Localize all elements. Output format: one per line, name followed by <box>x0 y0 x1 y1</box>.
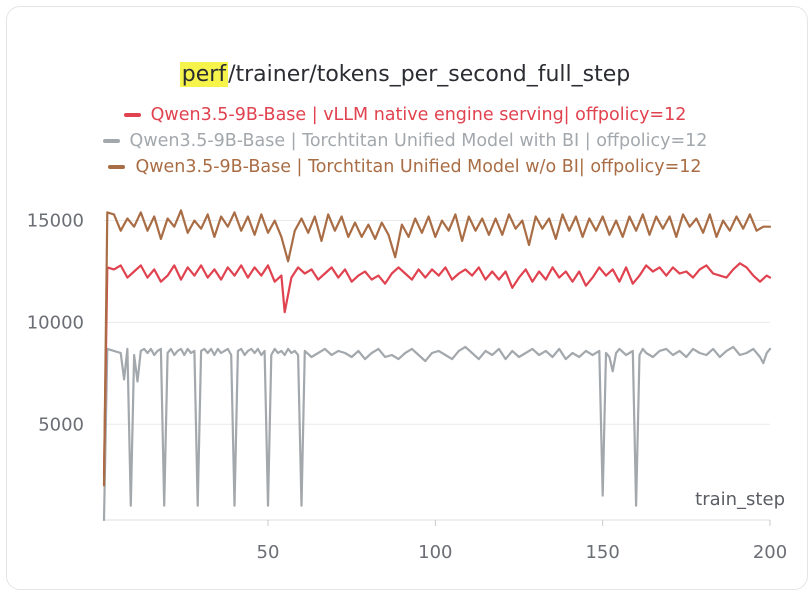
series-line-torchtitan-with-bi[interactable] <box>102 345 772 522</box>
x-tick-label: 150 <box>585 542 619 563</box>
y-tick-label: 10000 <box>27 312 84 333</box>
chart-legend: Qwen3.5-9B-Base | vLLM native engine ser… <box>0 102 810 180</box>
x-tick-label: 50 <box>257 542 280 563</box>
x-axis-title: train_step <box>695 489 785 510</box>
legend-swatch-vllm <box>123 113 141 117</box>
x-tick-label: 100 <box>418 542 452 563</box>
chart-title-highlight: perf <box>179 62 229 87</box>
legend-swatch-torchtitan-without-bi <box>108 165 126 169</box>
legend-item-vllm[interactable]: Qwen3.5-9B-Base | vLLM native engine ser… <box>0 102 810 128</box>
chart-title: perf/trainer/tokens_per_second_full_step <box>0 62 810 87</box>
legend-swatch-torchtitan-with-bi <box>102 139 120 143</box>
legend-label-torchtitan-with-bi: Qwen3.5-9B-Base | Torchtitan Unified Mod… <box>129 131 708 151</box>
x-tick-label: 200 <box>753 542 787 563</box>
legend-label-vllm: Qwen3.5-9B-Base | vLLM native engine ser… <box>150 105 687 125</box>
chart-panel <box>6 6 808 590</box>
series-line-torchtitan-without-bi[interactable] <box>102 209 772 487</box>
legend-item-torchtitan-with-bi[interactable]: Qwen3.5-9B-Base | Torchtitan Unified Mod… <box>0 128 810 154</box>
series-line-vllm[interactable] <box>102 262 772 477</box>
y-tick-label: 15000 <box>27 211 84 232</box>
y-tick-label: 5000 <box>38 414 84 435</box>
chart-title-rest: /trainer/tokens_per_second_full_step <box>228 62 631 87</box>
legend-item-torchtitan-without-bi[interactable]: Qwen3.5-9B-Base | Torchtitan Unified Mod… <box>0 154 810 180</box>
legend-label-torchtitan-without-bi: Qwen3.5-9B-Base | Torchtitan Unified Mod… <box>135 157 702 177</box>
